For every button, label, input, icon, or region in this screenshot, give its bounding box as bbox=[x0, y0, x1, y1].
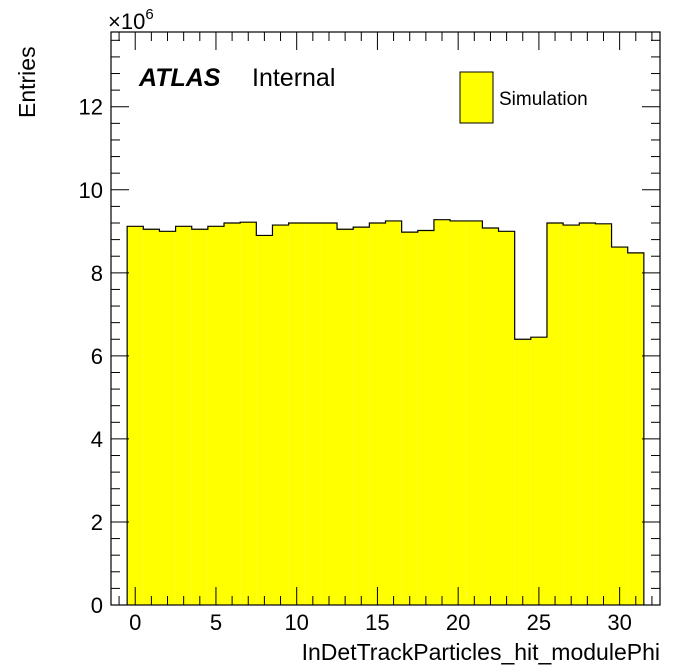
histogram-bar bbox=[272, 225, 289, 605]
y-axis-ticks bbox=[111, 39, 660, 606]
histogram-bar bbox=[595, 223, 612, 605]
histogram-bar bbox=[401, 232, 418, 606]
histogram-bar bbox=[514, 339, 531, 605]
legend-entry-label: Simulation bbox=[499, 89, 588, 110]
y-axis-title: Entries bbox=[14, 46, 40, 118]
histogram-bar bbox=[240, 222, 257, 606]
y-tick-label: 6 bbox=[91, 344, 103, 369]
y-tick-label: 0 bbox=[91, 593, 103, 618]
histogram-bar bbox=[433, 219, 451, 605]
x-tick-label: 0 bbox=[129, 610, 141, 635]
histogram-bar bbox=[256, 235, 273, 605]
x-tick-label: 25 bbox=[527, 610, 551, 635]
histogram-bar bbox=[159, 231, 176, 605]
y-tick-label: 2 bbox=[91, 510, 103, 535]
histogram-bar bbox=[207, 226, 225, 606]
x-tick-label: 15 bbox=[365, 610, 389, 635]
histogram-bar bbox=[627, 252, 644, 606]
histogram-bar bbox=[563, 225, 580, 605]
x-tick-labels: 0 5 10 15 20 25 30 bbox=[129, 610, 632, 635]
histogram-outline bbox=[126, 219, 645, 605]
histogram-bar bbox=[175, 226, 192, 606]
histogram-bar bbox=[369, 223, 386, 605]
x-axis-ticks bbox=[118, 32, 653, 605]
x-tick-label: 5 bbox=[210, 610, 222, 635]
y-multiplier: ×106 bbox=[108, 6, 154, 34]
legend-swatch bbox=[459, 71, 494, 124]
internal-label: Internal bbox=[252, 64, 335, 92]
histogram-bar bbox=[320, 223, 338, 605]
x-axis-title: InDetTrackParticles_hit_modulePhi bbox=[302, 639, 660, 665]
histogram-bar bbox=[417, 230, 434, 605]
y-tick-label: 10 bbox=[79, 178, 103, 203]
histogram-bar bbox=[127, 226, 144, 606]
y-tick-label: 12 bbox=[79, 95, 103, 120]
histogram-bar bbox=[579, 223, 596, 605]
histogram-bar bbox=[143, 229, 160, 605]
histogram-bar bbox=[337, 229, 354, 605]
plot-frame bbox=[110, 31, 661, 606]
histogram-bar bbox=[611, 247, 628, 605]
histogram-bar bbox=[353, 227, 370, 606]
histogram-bar bbox=[466, 220, 483, 605]
y-tick-label: 8 bbox=[91, 261, 103, 286]
y-tick-label: 4 bbox=[91, 427, 103, 452]
histogram-bar bbox=[304, 223, 321, 605]
x-tick-label: 10 bbox=[284, 610, 308, 635]
histogram-bar bbox=[385, 220, 402, 605]
y-tick-labels: 0 2 4 6 8 10 12 bbox=[79, 95, 103, 618]
atlas-label: ATLAS bbox=[138, 64, 221, 92]
histogram-bar bbox=[450, 220, 467, 605]
histogram-bar bbox=[288, 223, 305, 605]
x-tick-label: 20 bbox=[446, 610, 470, 635]
histogram-bar bbox=[224, 223, 241, 605]
x-tick-label: 30 bbox=[607, 610, 631, 635]
histogram-bar bbox=[482, 227, 499, 605]
histogram-bar bbox=[191, 229, 208, 605]
histogram-bar bbox=[498, 231, 515, 605]
histogram-bar bbox=[546, 223, 564, 605]
histogram-bar bbox=[530, 337, 547, 605]
histogram-bars bbox=[126, 219, 645, 606]
